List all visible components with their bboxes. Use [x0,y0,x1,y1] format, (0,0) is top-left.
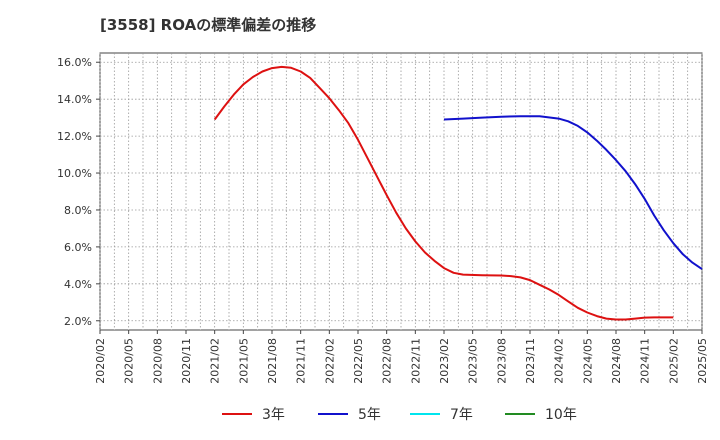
y-tick-label: 8.0% [64,204,92,217]
y-tick-label: 10.0% [57,167,92,180]
x-axis: 2020/02 2020/05 2020/08 2020/11 2021/02 2021/… [94,330,709,384]
x-tick-label: 2024/02 [553,338,566,384]
y-tick-label: 4.0% [64,278,92,291]
plot-area [99,52,703,331]
series-line-3年 [213,65,674,321]
legend-label: 10年 [545,407,577,423]
x-tick-label: 2022/11 [409,338,422,384]
x-tick-label: 2022/08 [381,338,394,384]
legend-label: 7年 [450,407,473,423]
legend: 3年 5年 7年 10年 [222,407,577,423]
legend-label: 5年 [358,407,381,423]
y-tick-label: 6.0% [64,241,92,254]
x-tick-label: 2023/11 [524,338,537,384]
x-tick-label: 2023/08 [495,338,508,384]
x-tick-label: 2024/11 [639,338,652,384]
y-tick-label: 16.0% [57,56,92,69]
legend-label: 3年 [262,407,285,423]
x-tick-label: 2021/02 [209,338,222,384]
y-tick-label: 14.0% [57,93,92,106]
x-tick-label: 2021/11 [295,338,308,384]
series-line-5年 [443,115,703,270]
x-tick-label: 2021/08 [266,338,279,384]
x-tick-label: 2022/02 [323,338,336,384]
chart-title: [3558] ROAの標準偏差の推移 [100,16,316,34]
x-tick-label: 2024/08 [610,338,623,384]
x-tick-label: 2022/05 [352,338,365,384]
x-tick-label: 2023/02 [438,338,451,384]
x-tick-label: 2021/05 [237,338,250,384]
x-tick-label: 2025/05 [696,338,709,384]
x-tick-label: 2020/08 [151,338,164,384]
x-tick-label: 2020/02 [94,338,107,384]
x-tick-label: 2020/05 [123,338,136,384]
y-axis: 2.0% 4.0% 6.0% 8.0% 10.0% 12.0% 14.0% 16.0% [57,56,100,328]
x-tick-label: 2023/05 [467,338,480,384]
x-tick-label: 2020/11 [180,338,193,384]
series-layer [213,65,703,321]
x-tick-label: 2025/02 [667,338,680,384]
y-tick-label: 12.0% [57,130,92,143]
x-tick-label: 2024/05 [581,338,594,384]
y-tick-label: 2.0% [64,315,92,328]
